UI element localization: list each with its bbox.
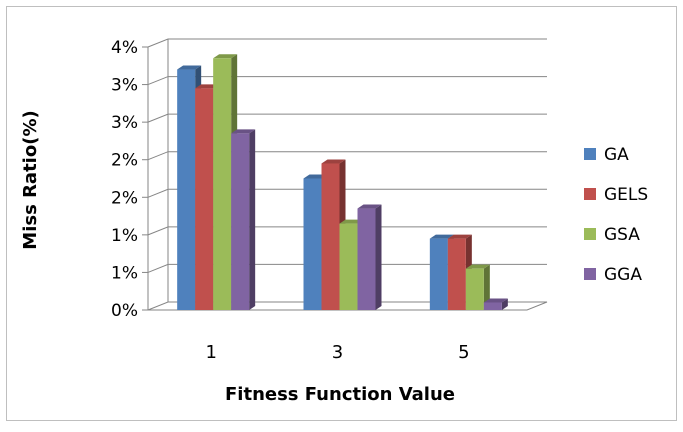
bars xyxy=(177,54,508,311)
legend-swatch xyxy=(584,228,596,240)
bar-front xyxy=(429,238,448,310)
y-tick-label: 3% xyxy=(111,76,138,96)
bar-top xyxy=(231,129,256,134)
y-tick-label: 4% xyxy=(111,38,138,58)
legend: GA GELS GSA GGA xyxy=(584,145,648,285)
bar-top xyxy=(321,159,346,164)
bar-top xyxy=(465,264,490,269)
bar-side xyxy=(375,204,382,310)
x-tick-labels: 1 3 5 xyxy=(205,342,469,363)
bar-front xyxy=(195,88,214,310)
y-tick-label: 0% xyxy=(111,301,138,321)
legend-swatch xyxy=(584,148,596,160)
bar-side xyxy=(501,298,508,310)
legend-item-gga: GGA xyxy=(584,265,642,285)
bar-front xyxy=(177,69,196,311)
bar-gsa-5 xyxy=(465,264,490,310)
y-tick-labels: 0% 1% 1% 2% 2% 3% 3% 4% xyxy=(111,38,138,321)
bar-front xyxy=(447,238,466,310)
bar-top xyxy=(429,234,454,239)
bar-gga-5 xyxy=(483,298,508,310)
bar-top xyxy=(177,65,202,70)
x-tick-label: 1 xyxy=(205,342,216,363)
legend-item-ga: GA xyxy=(584,145,629,165)
bar-front xyxy=(213,58,232,311)
y-tick-label: 3% xyxy=(111,113,138,133)
legend-swatch xyxy=(584,188,596,200)
legend-item-gsa: GSA xyxy=(584,225,640,245)
bar-top xyxy=(213,54,238,59)
bar-top xyxy=(357,204,382,209)
y-axis-label: Miss Ratio(%) xyxy=(20,110,41,249)
y-tick-label: 2% xyxy=(111,188,138,208)
legend-item-gels: GELS xyxy=(584,185,648,205)
bar-front xyxy=(303,178,322,310)
bar-side xyxy=(483,264,490,310)
legend-label: GGA xyxy=(604,265,642,285)
y-tick-label: 1% xyxy=(111,226,138,246)
bar-front xyxy=(357,208,376,310)
legend-swatch xyxy=(584,268,596,280)
y-tick-label: 1% xyxy=(111,263,138,283)
bar-front xyxy=(465,268,484,310)
y-tick-label: 2% xyxy=(111,151,138,171)
legend-label: GA xyxy=(604,145,629,165)
x-tick-label: 5 xyxy=(458,342,469,363)
bar-front xyxy=(321,163,340,310)
bar-gga-1 xyxy=(231,129,256,310)
legend-label: GSA xyxy=(604,225,640,245)
legend-label: GELS xyxy=(604,185,648,205)
bar-gga-3 xyxy=(357,204,382,310)
bar-top xyxy=(483,298,508,303)
bar-front xyxy=(339,223,358,310)
x-tick-label: 3 xyxy=(332,342,343,363)
bar-side xyxy=(249,129,256,310)
bar-front xyxy=(483,302,502,310)
bar-top xyxy=(447,234,472,239)
bar-front xyxy=(231,133,250,310)
x-axis-label: Fitness Function Value xyxy=(225,384,455,405)
